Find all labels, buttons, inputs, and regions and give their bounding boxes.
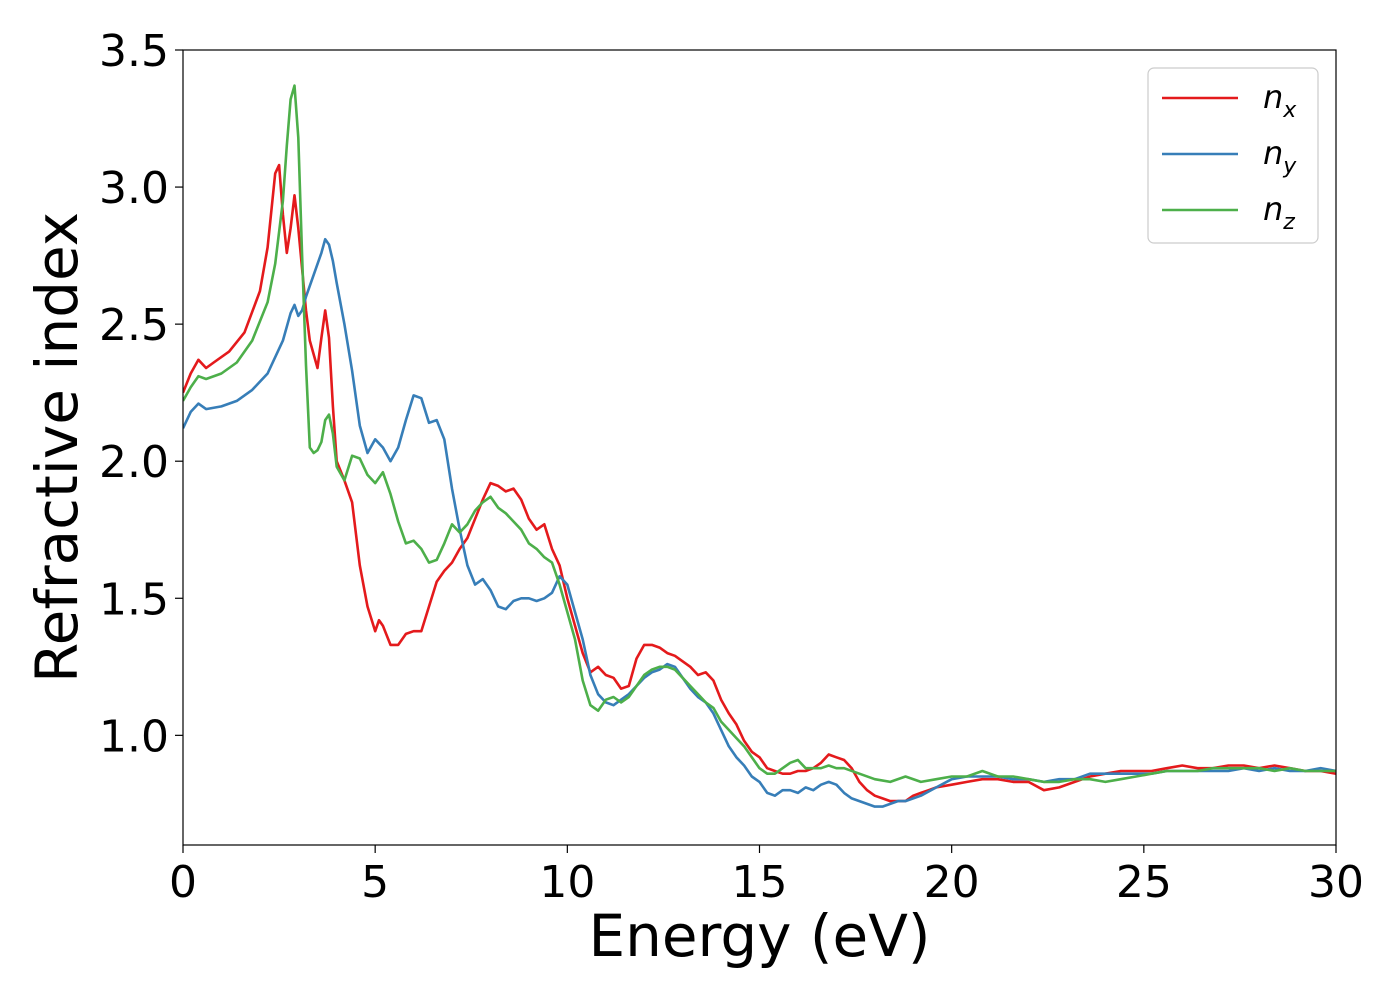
legend-label-z: nz [1263, 190, 1295, 235]
y-tick-label: 2.5 [99, 300, 169, 351]
x-axis: 0 5 10 15 20 25 30 [169, 845, 1364, 908]
y-tick-label: 1.5 [99, 574, 169, 625]
legend-label-x: nx [1263, 78, 1297, 123]
x-axis-label: Energy (eV) [588, 902, 930, 970]
series-line-x [183, 163, 1336, 803]
series-line-y [183, 237, 1336, 808]
x-tick-label: 5 [361, 857, 389, 908]
x-tick-label: 20 [924, 857, 980, 908]
x-tick-label: 15 [732, 857, 788, 908]
series-lines [183, 84, 1336, 808]
series-line-z [183, 84, 1336, 784]
x-tick-label: 30 [1308, 857, 1364, 908]
legend-box [1147, 67, 1319, 244]
legend: nx ny nz [1147, 67, 1319, 244]
y-axis: 1.0 1.5 2.0 2.5 3.0 3.5 [99, 26, 183, 762]
y-tick-label: 1.0 [99, 711, 169, 762]
x-tick-label: 10 [539, 857, 595, 908]
y-axis-label: Refractive index [23, 212, 91, 683]
legend-label-y: ny [1263, 134, 1297, 179]
y-tick-label: 2.0 [99, 437, 169, 488]
y-tick-label: 3.0 [99, 163, 169, 214]
y-tick-label: 3.5 [99, 26, 169, 77]
x-tick-label: 25 [1116, 857, 1172, 908]
x-tick-label: 0 [169, 857, 197, 908]
